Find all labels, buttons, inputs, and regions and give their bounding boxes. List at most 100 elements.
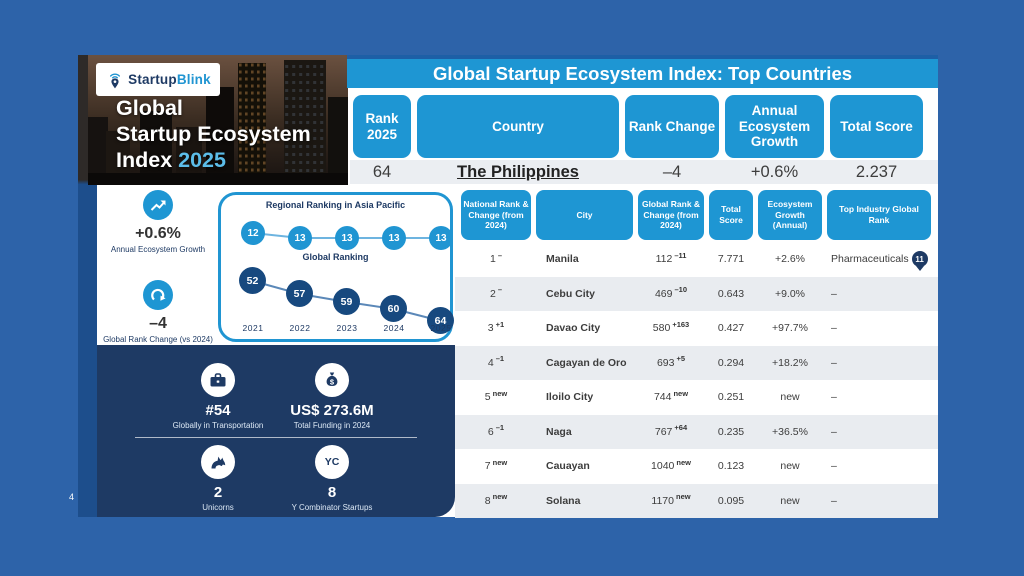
col-top-industry: Top Industry Global Rank [827, 190, 931, 240]
country-total-score: 2.237 [855, 162, 898, 181]
industry-rank-pin-icon: 11 [911, 251, 928, 268]
city-cell: Cebu City [546, 287, 596, 300]
city-cell: Naga [546, 425, 572, 438]
col-annual-growth: Annual Ecosystem Growth [725, 95, 824, 158]
score-cell: 7.771 [717, 253, 745, 266]
ranking-chart: Regional Ranking in Asia Pacific Global … [218, 192, 454, 342]
regional-rank-point-2025: 13 [429, 226, 453, 250]
growth-chart-icon [142, 190, 173, 220]
industry-cell: – [831, 356, 837, 369]
col-total-score: Total Score [830, 95, 923, 158]
regional-rank-point-2021: 12 [241, 221, 265, 245]
country-rank-change: –4 [662, 162, 682, 181]
score-cell: 0.235 [717, 425, 745, 438]
logo-text: StartupBlink [128, 72, 211, 87]
unicorns-label: Unicorns [202, 503, 234, 512]
industry-cell: – [831, 391, 837, 404]
global-rank-cell: 744 new [653, 388, 689, 404]
panel-divider [135, 437, 417, 438]
growth-cell: +97.7% [772, 322, 808, 335]
money-bag-icon: $ [315, 363, 349, 397]
rank-change-label: Global Rank Change (vs 2024) [103, 335, 213, 344]
rank-cell: 1– [489, 250, 502, 266]
regional-ranking-title: Regional Ranking in Asia Pacific [265, 200, 406, 210]
x-label-2022: 2022 [289, 323, 311, 333]
startupblink-pin-icon [110, 73, 121, 88]
global-rank-cell: 1040 new [651, 457, 691, 473]
x-label-2024: 2024 [383, 323, 405, 333]
regional-rank-point-2023: 13 [335, 226, 359, 250]
rank-cell: 7 new [484, 457, 508, 473]
col-national-rank: National Rank & Change (from 2024) [461, 190, 531, 240]
cover-title-line3: Index 2025 [116, 148, 226, 172]
briefcase-icon [201, 363, 235, 397]
score-cell: 0.095 [717, 494, 745, 507]
highlight-unicorns: 2 Unicorns [148, 445, 288, 512]
highlight-funding: $ US$ 273.6M Total Funding in 2024 [262, 363, 402, 430]
stat-annual-growth: +0.6% Annual Ecosystem Growth [111, 190, 205, 254]
yc-label: Y Combinator Startups [291, 503, 373, 512]
growth-cell: +36.5% [772, 425, 808, 438]
rank-cell: 3 +1 [487, 319, 505, 335]
rank-cell: 6 –1 [487, 423, 505, 438]
col-city: City [536, 190, 633, 240]
score-cell: 0.251 [717, 391, 745, 404]
country-link[interactable]: The Philippines [457, 162, 579, 181]
annual-growth-label: Annual Ecosystem Growth [110, 245, 206, 254]
redo-arrow-icon [143, 280, 173, 310]
cover-title-line1: Global [116, 96, 183, 120]
industry-cell: – [831, 287, 837, 300]
yc-icon: YC [315, 445, 349, 479]
growth-cell: new [780, 391, 800, 404]
city-skyline-image [88, 55, 348, 185]
cover-title: Global Startup Ecosystem Index 2025 [116, 95, 311, 173]
page-number: 4 [69, 492, 75, 502]
city-table-body: 1– Manila 112 –11 7.771 +2.6% Pharmaceuti… [455, 242, 938, 518]
city-cell: Solana [546, 494, 581, 507]
score-cell: 0.427 [717, 322, 745, 335]
col-eco-growth: Ecosystem Growth (Annual) [758, 190, 822, 240]
score-cell: 0.123 [717, 460, 745, 473]
score-cell: 0.643 [717, 287, 745, 300]
global-rank-point-2023: 59 [333, 288, 360, 315]
industry-cell: – [831, 425, 837, 438]
industry-cell: Pharmaceuticals 11 [827, 251, 931, 268]
cover-title-line2: Startup Ecosystem [116, 122, 311, 146]
country-stats: +0.6% Annual Ecosystem Growth –4 Global … [100, 190, 216, 344]
table-row-solana: 8 new Solana 1170 new 0.095 new – [455, 483, 938, 518]
highlight-y-combinator: YC 8 Y Combinator Startups [262, 445, 402, 512]
table-row-iloilo: 5 new Iloilo City 744 new 0.251 new – [455, 380, 938, 415]
country-rank: 64 [372, 162, 392, 181]
funding-value: US$ 273.6M [290, 402, 374, 419]
global-rank-point-2021: 52 [239, 267, 266, 294]
rank-cell: 5 new [484, 388, 508, 404]
startupblink-logo: StartupBlink [96, 63, 220, 96]
rank-cell: 8 new [484, 492, 508, 507]
table-row-naga: 6 –1 Naga 767 +64 0.235 +36.5% – [455, 414, 938, 449]
rank-change-value: –4 [149, 315, 167, 332]
score-cell: 0.294 [717, 356, 745, 369]
industry-cell: – [831, 494, 837, 507]
regional-rank-point-2022: 13 [288, 226, 312, 250]
growth-cell: new [780, 460, 800, 473]
global-ranking-title: Global Ranking [302, 252, 369, 262]
city-cell: Cagayan de Oro [546, 356, 627, 369]
country-annual-growth: +0.6% [750, 162, 799, 181]
annual-growth-value: +0.6% [135, 225, 181, 242]
funding-label: Total Funding in 2024 [293, 421, 371, 430]
regional-rank-point-2024: 13 [382, 226, 406, 250]
col-rank-2025: Rank 2025 [353, 95, 411, 158]
transportation-rank-value: #54 [205, 402, 231, 419]
global-rank-point-2025: 64 [427, 307, 454, 334]
transportation-rank-label: Globally in Transportation [172, 421, 264, 430]
industry-cell: – [831, 322, 837, 335]
col-global-rank: Global Rank & Change (from 2024) [638, 190, 704, 240]
unicorns-value: 2 [213, 484, 223, 501]
country-table-header: Rank 2025 Country Rank Change Annual Eco… [350, 95, 938, 158]
global-rank-cell: 469 –10 [654, 285, 688, 300]
x-label-2025: 2025 [430, 323, 452, 333]
city-cell: Iloilo City [546, 391, 594, 404]
col-rank-change: Rank Change [625, 95, 719, 158]
table-row-davao: 3 +1 Davao City 580 +163 0.427 +97.7% – [455, 311, 938, 346]
